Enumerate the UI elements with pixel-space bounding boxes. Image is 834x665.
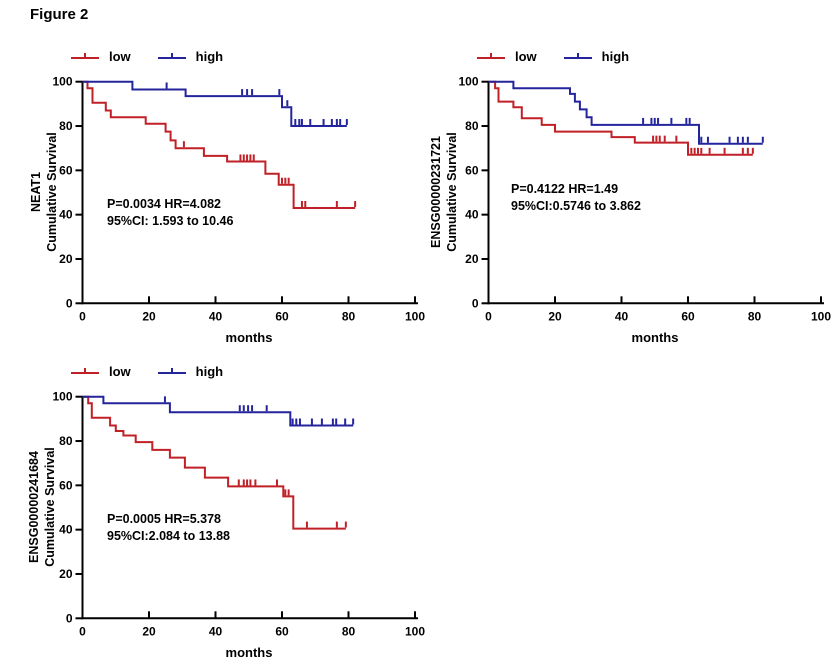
x-tick-label: 0 (79, 309, 86, 323)
high-censor-line-icon (157, 367, 186, 374)
x-tick-label: 20 (142, 624, 156, 638)
y-tick-label: 40 (59, 523, 73, 537)
y-tick-label: 100 (52, 75, 72, 89)
high-censor-line-icon (157, 52, 186, 59)
x-tick-label: 100 (405, 309, 425, 323)
x-tick-label: 100 (811, 309, 831, 323)
stats-annotation-neat1: P=0.0034 HR=4.082 95%CI: 1.593 to 10.46 (107, 196, 233, 230)
km-plot-ensg231721: 0 20 40 60 80 100 0 20 40 60 80 100 (458, 75, 831, 324)
legend-item-low: low (70, 49, 131, 64)
legend-panel-ensg231721: low high (476, 49, 629, 64)
legend-label-low: low (109, 364, 131, 379)
low-censor-line-icon (477, 52, 505, 59)
y-tick-label: 60 (59, 163, 73, 177)
stats-annotation-ensg241684: P=0.0005 HR=5.378 95%CI:2.084 to 13.88 (107, 511, 230, 545)
annotation-line1: P=0.0034 HR=4.082 (107, 197, 221, 211)
ENSG00000241684-low-curve (82, 395, 346, 530)
ENSG00000231721-low-curve (488, 80, 753, 156)
low-censor-line-icon (71, 367, 99, 374)
legend-item-low: low (476, 49, 537, 64)
y-tick-label: 100 (458, 75, 478, 89)
x-tick-label: 60 (275, 309, 289, 323)
legend-label-low: low (515, 49, 537, 64)
low-censor-line-icon (71, 52, 99, 59)
x-tick-label: 60 (275, 624, 289, 638)
y-tick-label: 40 (465, 208, 479, 222)
ENSG00000231721-high-curve (488, 80, 763, 145)
x-tick-label: 100 (405, 624, 425, 638)
legend-label-high: high (195, 49, 224, 64)
y-tick-label: 20 (465, 252, 479, 266)
annotation-line2: 95%CI:0.5746 to 3.862 (511, 199, 641, 213)
legend-item-high: high (157, 49, 223, 64)
high-censor-line-icon (563, 52, 592, 59)
annotation-line1: P=0.4122 HR=1.49 (511, 182, 619, 196)
y-tick-label: 60 (59, 478, 73, 492)
annotation-line2: 95%CI: 1.593 to 10.46 (107, 214, 234, 228)
x-tick-label: 80 (342, 309, 356, 323)
legend-item-low: low (70, 364, 131, 379)
y-tick-label: 20 (59, 567, 73, 581)
NEAT1-high-curve (82, 80, 347, 127)
y-tick-label: 40 (59, 208, 73, 222)
NEAT1-low-curve (82, 80, 356, 209)
legend-label-high: high (601, 49, 630, 64)
legend-item-high: high (157, 364, 223, 379)
legend-panel-neat1: low high (70, 49, 223, 64)
legend-item-high: high (563, 49, 629, 64)
x-tick-label: 80 (342, 624, 356, 638)
y-axis-label-line1: ENSG00000231721 (429, 136, 443, 248)
y-tick-label: 0 (472, 296, 479, 310)
x-tick-label: 40 (209, 624, 223, 638)
annotation-line1: P=0.0005 HR=5.378 (107, 512, 221, 526)
x-tick-label: 80 (748, 309, 762, 323)
x-tick-label: 20 (548, 309, 562, 323)
y-tick-label: 80 (59, 119, 73, 133)
figure-title: Figure 2 (30, 6, 89, 23)
x-tick-label: 0 (485, 309, 492, 323)
x-tick-label: 40 (615, 309, 629, 323)
x-axis-label-neat1: months (225, 330, 273, 345)
y-tick-label: 20 (59, 252, 73, 266)
ENSG00000241684-high-curve (82, 395, 354, 427)
legend-label-high: high (195, 364, 224, 379)
legend-panel-ensg241684: low high (70, 364, 223, 379)
x-axis-label-ensg231721: months (631, 330, 679, 345)
x-tick-label: 60 (681, 309, 695, 323)
km-plot-neat1: 0 20 40 60 80 100 0 20 40 60 80 100 (52, 75, 425, 324)
km-plot-ensg241684: 0 20 40 60 80 100 0 20 40 60 80 100 (52, 390, 425, 639)
x-tick-label: 0 (79, 624, 86, 638)
stats-annotation-ensg231721: P=0.4122 HR=1.49 95%CI:0.5746 to 3.862 (511, 181, 641, 215)
y-tick-label: 0 (66, 611, 73, 625)
legend-label-low: low (109, 49, 131, 64)
y-tick-label: 100 (52, 390, 72, 404)
y-tick-label: 80 (465, 119, 479, 133)
x-tick-label: 20 (142, 309, 156, 323)
x-tick-label: 40 (209, 309, 223, 323)
y-tick-label: 0 (66, 296, 73, 310)
y-tick-label: 80 (59, 434, 73, 448)
annotation-line2: 95%CI:2.084 to 13.88 (107, 529, 230, 543)
y-tick-label: 60 (465, 163, 479, 177)
x-axis-label-ensg241684: months (225, 645, 273, 660)
